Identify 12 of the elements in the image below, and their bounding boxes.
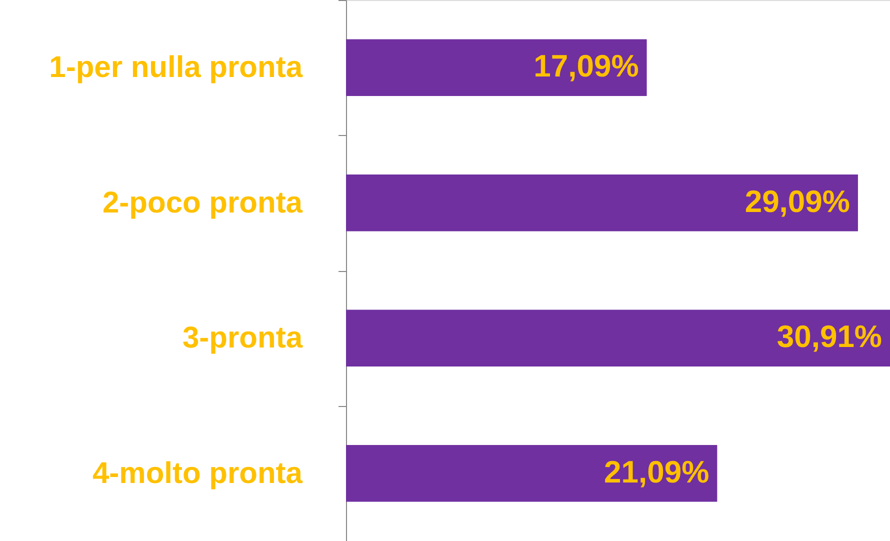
bar — [346, 39, 647, 96]
y-tick-label: 4-molto pronta — [92, 456, 303, 490]
y-tick-label: 3-pronta — [182, 322, 303, 355]
y-tick-label: 2-poco pronta — [102, 186, 303, 220]
data-label: 29,09% — [744, 184, 850, 219]
data-label: 17,09% — [534, 48, 639, 84]
data-label: 30,91% — [776, 319, 882, 354]
data-label: 21,09% — [604, 454, 710, 490]
bar — [346, 310, 890, 367]
bar — [346, 444, 718, 502]
y-tick-label: 1-per nulla pronta — [49, 51, 303, 84]
bar — [346, 174, 858, 232]
